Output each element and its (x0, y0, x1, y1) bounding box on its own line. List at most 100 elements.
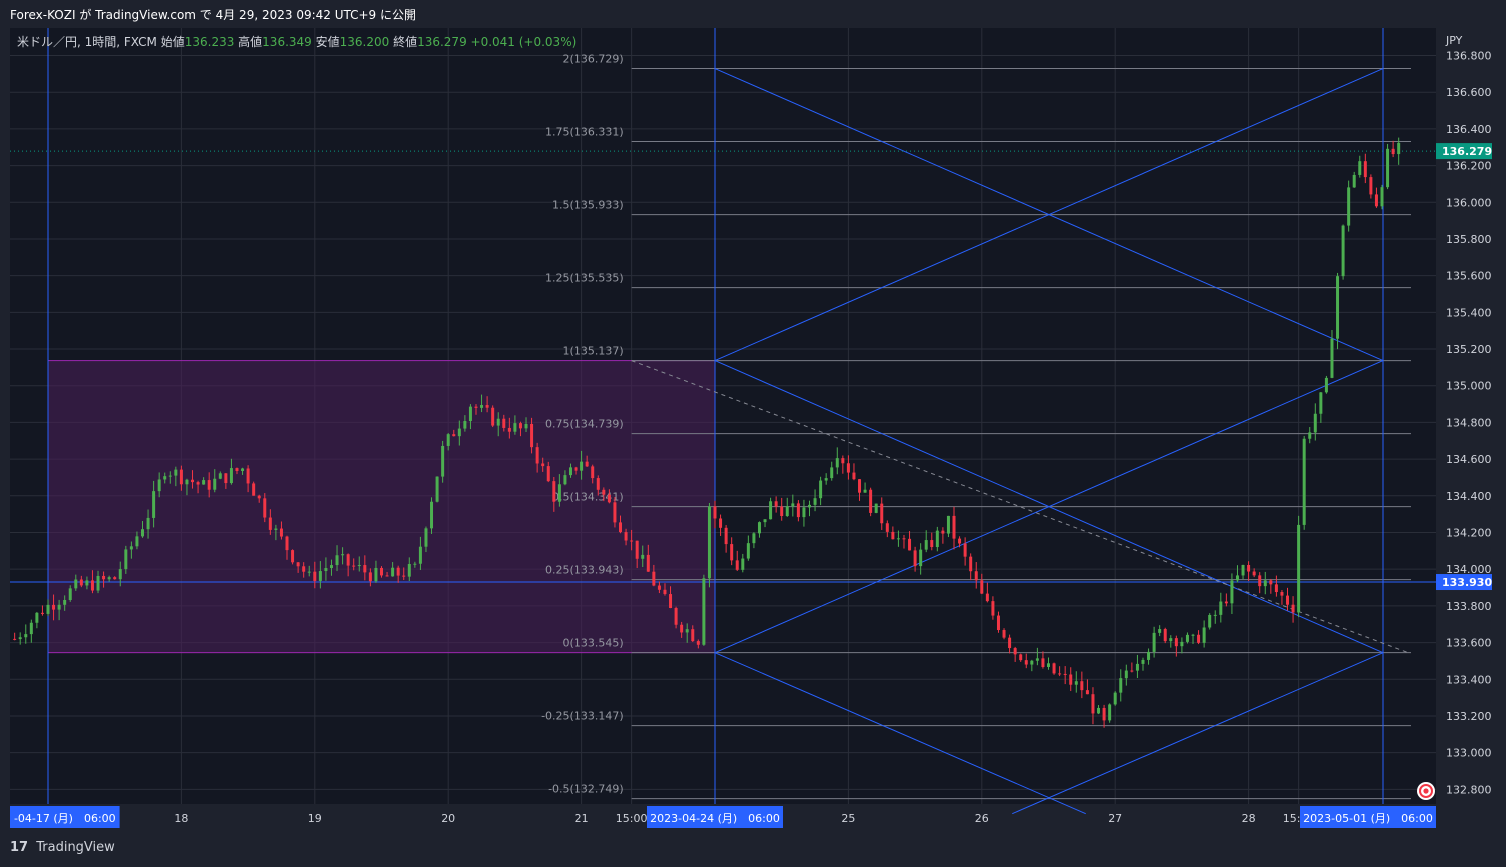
candle-body (807, 504, 811, 508)
candle-body (229, 468, 233, 484)
x-highlight-box (10, 806, 120, 828)
price-axis[interactable]: JPY 136.800 136.600 136.400 136.200 136.000 13… (1436, 34, 1492, 796)
candle-body (135, 536, 139, 547)
x-tick-label: 21 (575, 812, 589, 825)
candle-body (991, 601, 995, 616)
candle-body (1058, 673, 1062, 675)
candle-body (90, 580, 94, 591)
candle-body (435, 476, 439, 502)
candle-body (85, 580, 89, 586)
x-tick-label: 25 (841, 812, 855, 825)
candle-body (396, 567, 400, 576)
fib-level-label: 0(133.545) (563, 637, 624, 650)
candle-body (1308, 432, 1312, 439)
candle-body (635, 540, 639, 559)
candle-body (946, 515, 950, 534)
candle-body (913, 550, 917, 567)
candle-body (324, 568, 328, 572)
y-tick-label: 136.800 (1446, 50, 1492, 63)
candle-body (63, 599, 67, 605)
candle-body (302, 566, 306, 572)
candle-body (129, 546, 133, 550)
y-tick-label: 134.000 (1446, 563, 1492, 576)
candle-body (118, 569, 122, 580)
x-tick-label: 27 (1108, 812, 1122, 825)
candle-body (1135, 663, 1139, 671)
candle-body (268, 517, 272, 530)
fib-level-label: -0.5(132.749) (548, 783, 624, 796)
candle-body (113, 577, 117, 580)
candle-body (557, 484, 561, 502)
candle-body (908, 538, 912, 551)
candle-body (602, 489, 606, 495)
candle-body (996, 615, 1000, 631)
y-tick-label: 136.000 (1446, 196, 1492, 209)
candle-body (157, 479, 161, 492)
candle-body (885, 523, 889, 532)
candle-body (385, 575, 389, 577)
candle-body (35, 612, 39, 623)
candle-body (352, 565, 356, 567)
candle-body (1002, 630, 1006, 638)
candle-body (596, 478, 600, 490)
candle-body (468, 406, 472, 422)
candle-body (368, 572, 372, 582)
candle-body (335, 555, 339, 566)
candle-body (1085, 690, 1089, 695)
y-tick-label: 136.400 (1446, 123, 1492, 136)
candlestick-chart[interactable]: 2(136.729) 1.75(136.331) 1.5(135.933) 1.25(… (10, 28, 1496, 833)
y-tick-label: 133.600 (1446, 637, 1492, 650)
y-tick-label: 136.200 (1446, 160, 1492, 173)
y-tick-label: 134.600 (1446, 453, 1492, 466)
pattern-line (714, 360, 1384, 654)
candle-body (702, 578, 706, 645)
candle-body (196, 482, 200, 485)
candle-body (724, 527, 728, 545)
candle-body (413, 563, 417, 565)
candle-body (746, 543, 750, 559)
drawing-lines (10, 28, 1436, 815)
candle-body (380, 567, 383, 576)
record-icon[interactable] (1417, 782, 1435, 800)
candle-body (1052, 663, 1056, 674)
candle-body (179, 469, 183, 485)
x-tick-label: 26 (975, 812, 989, 825)
candle-body (780, 506, 784, 517)
candle-body (591, 466, 595, 479)
candle-body (202, 480, 206, 485)
candle-body (1319, 392, 1323, 414)
candle-body (852, 472, 856, 480)
candle-body (685, 629, 689, 633)
candle-body (719, 518, 723, 528)
candle-body (457, 428, 461, 437)
candle-body (1097, 707, 1101, 714)
currency-label: JPY (1445, 34, 1463, 47)
candle-body (1008, 637, 1012, 649)
candle-body (185, 479, 189, 485)
candle-body (1152, 632, 1156, 652)
time-axis[interactable]: 18 19 20 21 15:00 25 26 27 28 15:00-04-17 (月) 06:… (10, 806, 1436, 828)
candle-body (985, 593, 989, 602)
candle-body (1191, 634, 1195, 636)
candle-body (1274, 584, 1278, 593)
candle-body (1202, 627, 1206, 643)
candle-body (1369, 177, 1373, 195)
candle-body (52, 604, 56, 610)
candle-body (1397, 142, 1401, 155)
candle-body (291, 550, 295, 563)
candle-body (1386, 148, 1390, 188)
candle-body (296, 562, 300, 567)
candle-body (1219, 601, 1223, 615)
candle-body (1235, 575, 1239, 581)
candle-body (363, 565, 367, 573)
candle-body (963, 543, 967, 557)
candle-body (568, 467, 572, 476)
candle-body (24, 634, 28, 638)
candle-body (674, 608, 678, 625)
candle-body (652, 571, 656, 586)
candle-body (1013, 648, 1017, 655)
fib-level-label: 1.75(136.331) (545, 126, 624, 139)
candle-body (418, 546, 422, 564)
candle-body (863, 489, 867, 493)
candle-body (763, 519, 767, 523)
